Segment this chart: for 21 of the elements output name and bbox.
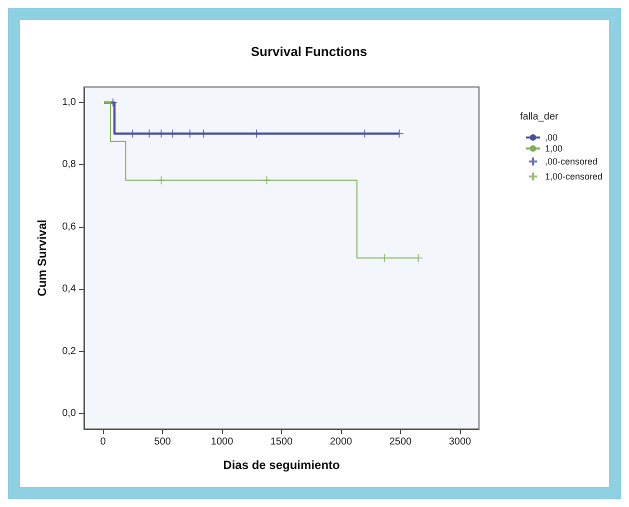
y-tick-label: 0,6: [62, 221, 76, 232]
y-tick-label: 1,0: [62, 97, 76, 108]
legend-label: 1,00: [545, 144, 563, 154]
x-axis-title: Dias de seguimiento: [223, 458, 340, 472]
x-tick-label: 1500: [270, 436, 294, 448]
y-tick-label: 0,0: [62, 408, 76, 419]
y-tick-label: 0,8: [62, 159, 76, 170]
legend-label: ,00-censored: [545, 156, 598, 166]
y-tick-label: 0,4: [62, 284, 76, 295]
x-tick-label: 1000: [210, 436, 234, 448]
y-axis-title: Cum Survival: [35, 220, 49, 296]
x-tick-label: 2500: [389, 436, 412, 448]
x-tick-label: 500: [154, 436, 172, 448]
legend-label: ,00: [545, 132, 558, 142]
chart-title: Survival Functions: [250, 44, 368, 59]
y-tick-label: 0,2: [62, 346, 76, 357]
legend-title: falla_der: [520, 112, 560, 122]
legend-label: 1,00-censored: [545, 172, 603, 182]
x-tick-label: 2000: [330, 436, 353, 448]
x-tick-label: 3000: [448, 436, 472, 448]
x-tick-label: 0: [100, 436, 106, 448]
